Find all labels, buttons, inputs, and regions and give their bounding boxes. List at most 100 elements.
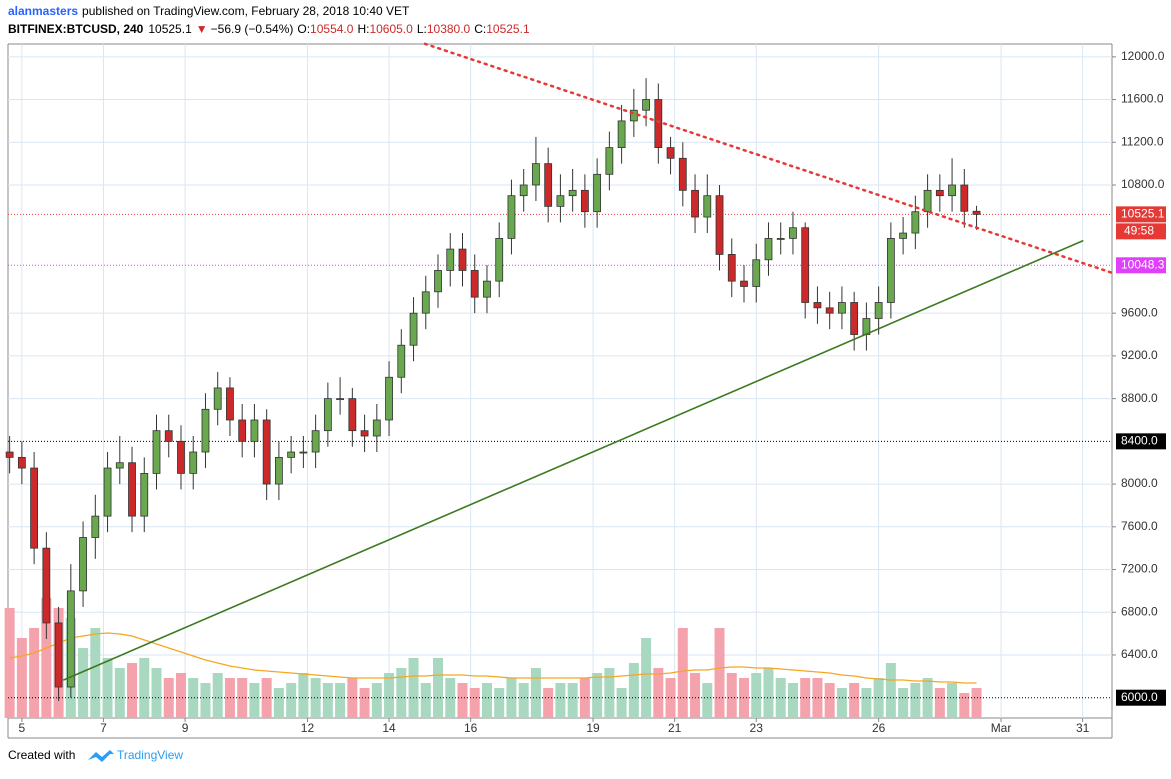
candle-body — [678, 157, 687, 191]
volume-bar — [469, 688, 480, 718]
logo-icon — [88, 750, 114, 762]
candle-body — [115, 462, 124, 469]
h-label: H: — [357, 22, 369, 36]
volume-bar — [702, 683, 713, 718]
header-line: alanmasters published on TradingView.com,… — [8, 4, 410, 18]
volume-bar — [530, 668, 541, 718]
candle-body — [495, 238, 504, 282]
candle-body — [727, 254, 736, 282]
candle-body — [140, 472, 149, 517]
candle-body — [886, 238, 895, 303]
candle-body — [128, 462, 136, 517]
candle-body — [752, 259, 761, 287]
x-tick-label: 21 — [668, 721, 682, 735]
volume-bar — [898, 688, 909, 718]
candle-body — [544, 163, 553, 207]
volume-bar — [628, 663, 639, 718]
candle-body — [715, 195, 724, 255]
volume-bar — [616, 688, 627, 718]
x-tick-label: 5 — [19, 721, 26, 735]
volume-bar — [347, 678, 358, 718]
volume-ma — [9, 632, 977, 684]
c: 10525.1 — [486, 22, 530, 36]
candle-body — [899, 232, 908, 239]
volume-bar — [910, 683, 921, 718]
volume-bar — [947, 683, 958, 718]
candle-body — [568, 189, 577, 197]
countdown-box — [1116, 223, 1166, 240]
candle-body — [838, 302, 846, 314]
candle-body — [164, 430, 173, 442]
volume-bar — [677, 628, 688, 718]
volume-bar — [4, 608, 15, 718]
volume-bar — [934, 688, 945, 718]
grid — [8, 44, 1112, 718]
y-tick-label: 9600.0 — [1121, 305, 1158, 319]
volume-bar — [175, 673, 186, 718]
volume-bar — [322, 683, 333, 718]
candle-body — [152, 430, 161, 474]
price-label-box — [1116, 689, 1166, 706]
symbol-line: BITFINEX:BTCUSD, 240 10525.1 ▼ −56.9 (−0.54… — [8, 22, 530, 36]
candle-body — [850, 302, 859, 335]
y-tick-label: 8000.0 — [1121, 476, 1158, 490]
author[interactable]: alanmasters — [8, 4, 78, 18]
candle-body — [336, 398, 344, 401]
candle-body — [397, 344, 406, 378]
candle-body — [825, 307, 834, 314]
volume-bar — [787, 683, 798, 718]
volume-bar — [371, 683, 382, 718]
y-tick-label: 10800.0 — [1121, 177, 1165, 191]
price-label: 10525.1 — [1121, 207, 1165, 221]
volume-bar — [494, 688, 505, 718]
volume-bar — [127, 663, 138, 718]
volume-bar — [665, 678, 676, 718]
candle-body — [30, 467, 39, 549]
candle-body — [360, 430, 369, 437]
candle-body — [605, 147, 614, 175]
candle-body — [226, 387, 234, 421]
candle-body — [17, 456, 26, 469]
volume-bar — [212, 673, 223, 718]
candle-body — [311, 430, 320, 453]
candle-body — [532, 163, 540, 186]
candle-body — [287, 451, 296, 458]
volume-bar — [763, 668, 774, 718]
brand[interactable]: TradingView — [117, 748, 183, 762]
candle-body — [703, 195, 712, 218]
volume-bar — [384, 673, 395, 718]
candle-body — [213, 387, 222, 410]
candle-body — [250, 419, 259, 442]
trendline — [63, 240, 1084, 681]
candle-body — [642, 99, 650, 111]
volume-bar — [824, 683, 835, 718]
volume-bar — [861, 688, 872, 718]
volume-bar — [16, 638, 27, 718]
volume-bar — [139, 658, 150, 718]
candle-body — [5, 451, 14, 458]
volume-bar — [163, 678, 174, 718]
candle-body — [789, 227, 797, 239]
volume-bar — [641, 638, 652, 718]
candle-body — [923, 189, 932, 213]
candle-body — [421, 291, 430, 314]
candle-body — [972, 210, 981, 215]
h: 10605.0 — [369, 22, 413, 36]
volume-bar — [971, 688, 982, 718]
volume-bar — [457, 683, 468, 718]
candle-body — [372, 419, 381, 437]
logo[interactable] — [88, 750, 114, 762]
volume-bar — [690, 673, 701, 718]
x-tick-label: 9 — [182, 721, 189, 735]
volume-bar — [849, 683, 860, 718]
symbol: BITFINEX:BTCUSD, 240 — [8, 22, 144, 36]
volume-bar — [518, 683, 529, 718]
y-tick-label: 6400.0 — [1121, 647, 1158, 661]
volume-bar — [885, 663, 896, 718]
volume-bar — [604, 668, 615, 718]
volume-bar — [543, 688, 554, 718]
candle-body — [776, 238, 785, 240]
volume-bar — [506, 678, 517, 718]
volume-bar — [29, 628, 40, 718]
